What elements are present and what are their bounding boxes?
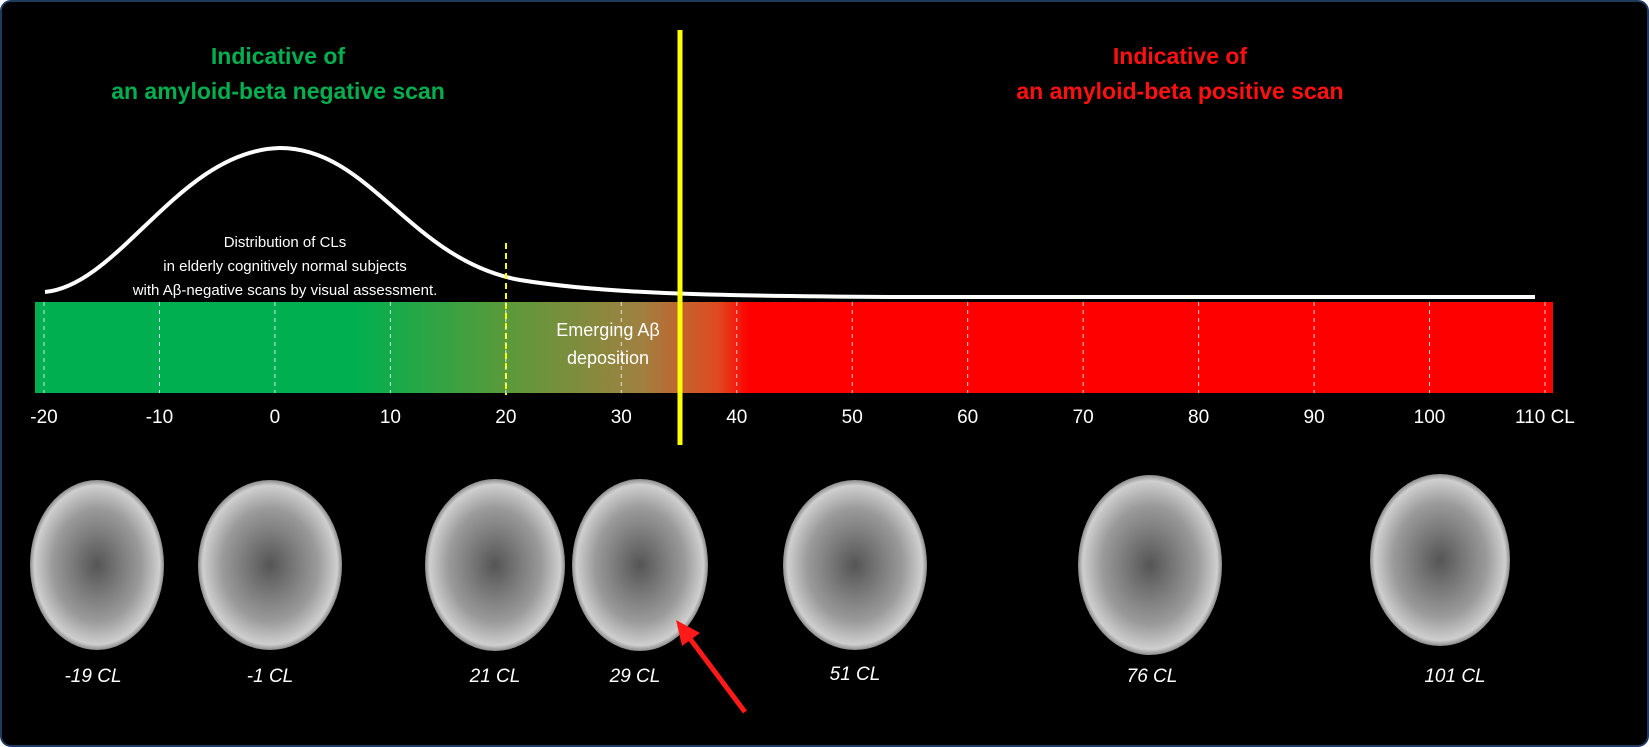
scan-label: -1 CL [247, 666, 293, 687]
scan-image [198, 480, 342, 650]
scan-label: -19 CL [64, 666, 121, 687]
scan-label: 76 CL [1127, 666, 1178, 687]
curve-note: Distribution of CLs [224, 234, 347, 251]
scan-label: 101 CL [1424, 666, 1485, 687]
tick-label: -20 [30, 407, 57, 428]
scan-label: 51 CL [830, 664, 881, 685]
curve-note: in elderly cognitively normal subjects [163, 258, 406, 275]
zone-note: deposition [567, 348, 649, 368]
curve-note: with Aβ-negative scans by visual assessm… [132, 282, 438, 299]
positive-title: Indicative of [1113, 43, 1248, 69]
figure: Indicative of an amyloid-beta negative sc… [0, 0, 1649, 747]
scan-image [783, 480, 927, 650]
tick-label: 90 [1304, 407, 1325, 428]
scan-label: 21 CL [469, 666, 521, 687]
tick-label: 10 [380, 407, 401, 428]
scan-image [1370, 474, 1510, 646]
tick-label: 30 [611, 407, 632, 428]
scan-image [572, 479, 708, 651]
tick-label: 40 [726, 407, 747, 428]
positive-title: an amyloid-beta positive scan [1016, 78, 1343, 104]
cl-band [35, 302, 1553, 393]
tick-label: 50 [842, 407, 863, 428]
tick-label: 60 [957, 407, 978, 428]
scan-image [425, 479, 565, 651]
tick-label: 100 [1414, 407, 1446, 428]
negative-title: Indicative of [211, 43, 346, 69]
tick-label: 110 CL [1515, 407, 1575, 428]
scan-image [1078, 475, 1222, 655]
scan-image [30, 480, 164, 650]
tick-label: 70 [1073, 407, 1094, 428]
tick-label: 0 [270, 407, 281, 428]
tick-label: 80 [1188, 407, 1209, 428]
negative-title: an amyloid-beta negative scan [111, 78, 445, 104]
tick-label: -10 [146, 407, 173, 428]
scan-label: 29 CL [609, 666, 661, 687]
zone-note: Emerging Aβ [556, 320, 659, 340]
tick-label: 20 [495, 407, 516, 428]
